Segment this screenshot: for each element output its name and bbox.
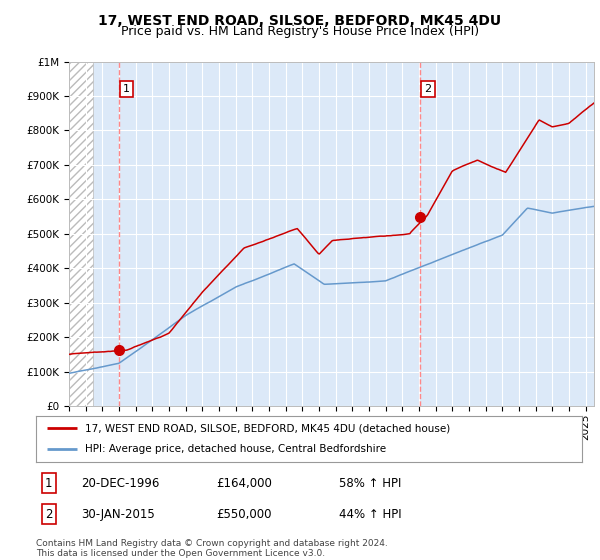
Text: 1: 1: [122, 84, 130, 94]
Text: HPI: Average price, detached house, Central Bedfordshire: HPI: Average price, detached house, Cent…: [85, 445, 386, 455]
Text: 2: 2: [425, 84, 431, 94]
Text: 30-JAN-2015: 30-JAN-2015: [81, 507, 155, 521]
Text: 1: 1: [45, 477, 53, 490]
Text: Price paid vs. HM Land Registry's House Price Index (HPI): Price paid vs. HM Land Registry's House …: [121, 25, 479, 38]
Text: 2: 2: [45, 507, 53, 521]
Text: £550,000: £550,000: [216, 507, 271, 521]
Text: £164,000: £164,000: [216, 477, 272, 490]
Text: 44% ↑ HPI: 44% ↑ HPI: [339, 507, 401, 521]
Bar: [69, 62, 93, 406]
Text: Contains HM Land Registry data © Crown copyright and database right 2024.
This d: Contains HM Land Registry data © Crown c…: [36, 539, 388, 558]
Text: 17, WEST END ROAD, SILSOE, BEDFORD, MK45 4DU: 17, WEST END ROAD, SILSOE, BEDFORD, MK45…: [98, 14, 502, 28]
Text: 17, WEST END ROAD, SILSOE, BEDFORD, MK45 4DU (detached house): 17, WEST END ROAD, SILSOE, BEDFORD, MK45…: [85, 423, 451, 433]
Text: 58% ↑ HPI: 58% ↑ HPI: [339, 477, 401, 490]
Text: 20-DEC-1996: 20-DEC-1996: [81, 477, 160, 490]
